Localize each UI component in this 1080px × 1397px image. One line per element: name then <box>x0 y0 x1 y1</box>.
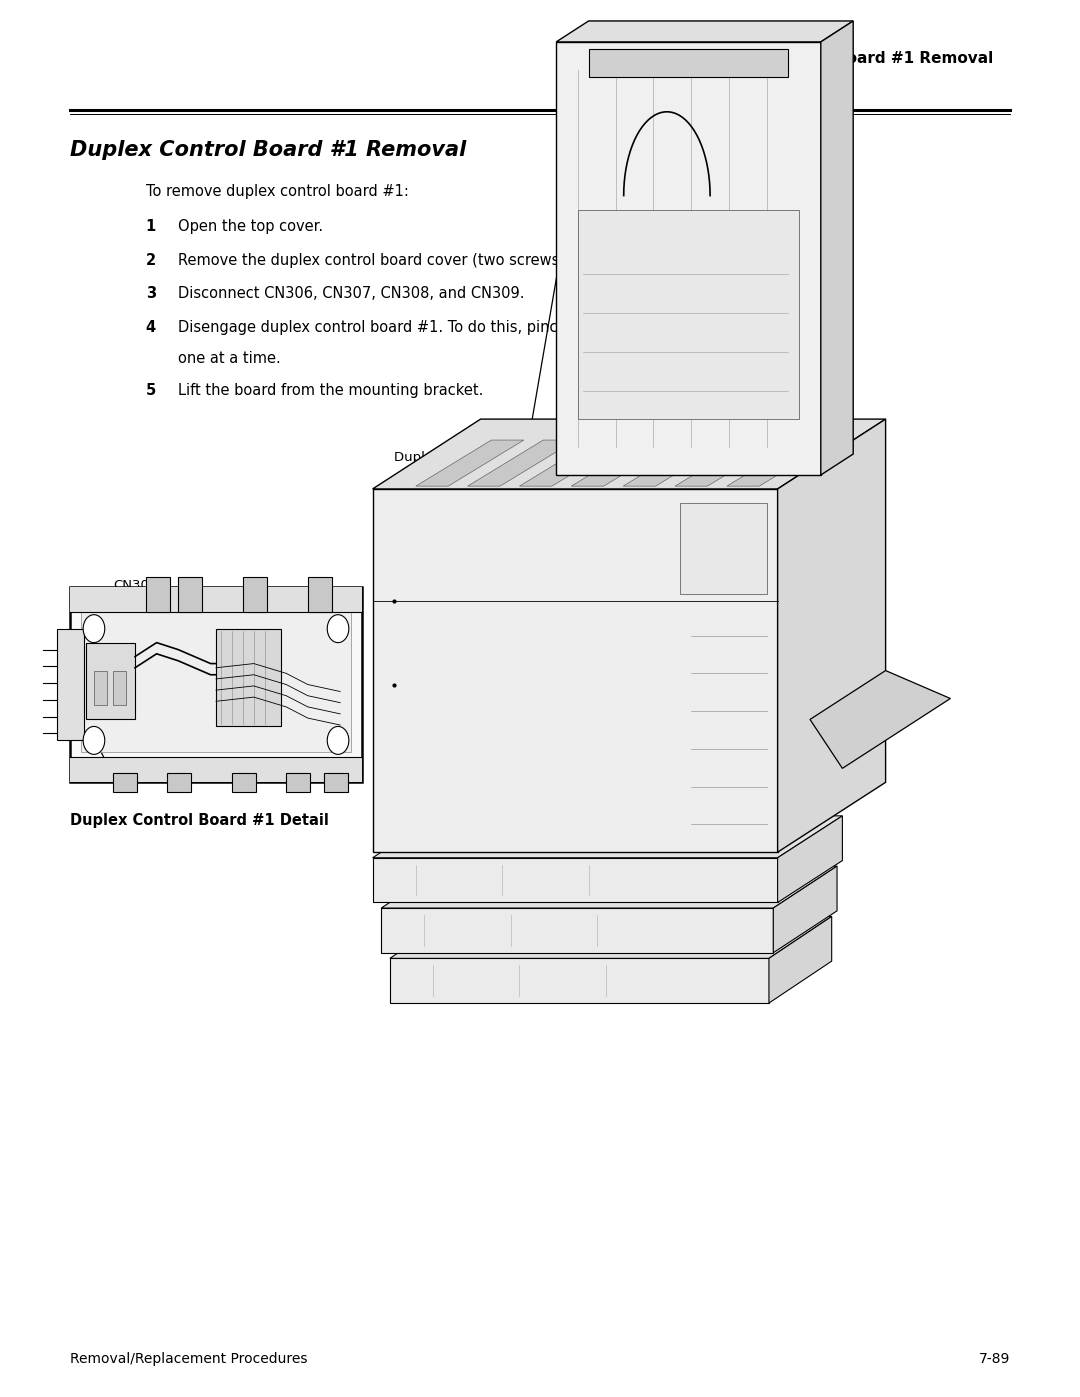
Text: 2: 2 <box>146 253 156 268</box>
Bar <box>216 629 281 726</box>
Text: 4: 4 <box>146 320 156 335</box>
Bar <box>113 773 137 792</box>
Text: 1: 1 <box>146 219 156 235</box>
Polygon shape <box>468 440 576 486</box>
Polygon shape <box>769 916 832 1003</box>
Text: CN306: CN306 <box>235 605 280 617</box>
Bar <box>81 612 351 752</box>
Polygon shape <box>390 916 832 958</box>
Text: Removal/Replacement Procedures: Removal/Replacement Procedures <box>70 1352 308 1366</box>
Bar <box>243 577 267 612</box>
Text: Disconnect CN306, CN307, CN308, and CN309.: Disconnect CN306, CN307, CN308, and CN30… <box>178 286 525 302</box>
Bar <box>70 587 362 782</box>
Text: 7-89: 7-89 <box>978 1352 1010 1366</box>
Bar <box>232 773 256 792</box>
Text: Duplex Control Board #1 Detail: Duplex Control Board #1 Detail <box>70 813 329 828</box>
Text: Duplex Control Board #1 Removal: Duplex Control Board #1 Removal <box>702 50 994 66</box>
Polygon shape <box>381 908 773 953</box>
Polygon shape <box>778 419 886 852</box>
Text: CN307: CN307 <box>259 647 303 659</box>
Polygon shape <box>727 440 835 486</box>
Polygon shape <box>773 866 837 953</box>
Bar <box>286 773 310 792</box>
Polygon shape <box>519 440 627 486</box>
Text: Lift the board from the mounting bracket.: Lift the board from the mounting bracket… <box>178 383 484 398</box>
Text: 3: 3 <box>146 286 156 302</box>
Polygon shape <box>373 816 842 858</box>
Circle shape <box>83 726 105 754</box>
Bar <box>308 577 332 612</box>
Text: Duplex Control Board Cover: Duplex Control Board Cover <box>394 451 580 464</box>
Bar <box>70 757 362 782</box>
Polygon shape <box>390 958 769 1003</box>
Text: Remove the duplex control board cover (two screws).: Remove the duplex control board cover (t… <box>178 253 570 268</box>
Polygon shape <box>821 21 853 475</box>
Bar <box>578 210 799 419</box>
Bar <box>589 49 788 77</box>
Polygon shape <box>675 440 783 486</box>
Text: Disengage duplex control board #1. To do this, pinch the four standoffs on the b: Disengage duplex control board #1. To do… <box>178 320 801 335</box>
Text: Open the top cover.: Open the top cover. <box>178 219 323 235</box>
Circle shape <box>83 615 105 643</box>
Bar <box>57 629 84 740</box>
Bar <box>94 671 107 705</box>
Text: CN308: CN308 <box>113 580 158 592</box>
Bar <box>113 671 126 705</box>
Bar <box>86 643 135 719</box>
Text: CN309: CN309 <box>167 605 212 617</box>
Bar <box>324 773 348 792</box>
Bar <box>178 577 202 612</box>
Text: 5: 5 <box>146 383 156 398</box>
Polygon shape <box>373 858 778 902</box>
Circle shape <box>327 726 349 754</box>
Bar <box>146 577 170 612</box>
Bar <box>167 773 191 792</box>
Polygon shape <box>373 489 778 852</box>
Polygon shape <box>571 440 679 486</box>
Polygon shape <box>623 440 731 486</box>
Bar <box>680 503 767 594</box>
Polygon shape <box>556 42 821 475</box>
Polygon shape <box>556 21 853 42</box>
Polygon shape <box>373 419 886 489</box>
Polygon shape <box>778 816 842 902</box>
Polygon shape <box>416 440 524 486</box>
Text: one at a time.: one at a time. <box>178 351 281 366</box>
Circle shape <box>327 615 349 643</box>
Text: Duplex Control Board #1 Removal: Duplex Control Board #1 Removal <box>70 140 467 159</box>
Polygon shape <box>381 866 837 908</box>
Polygon shape <box>810 671 950 768</box>
Bar <box>70 587 362 612</box>
Text: Standoffs: Standoffs <box>70 761 134 774</box>
Text: To remove duplex control board #1:: To remove duplex control board #1: <box>146 184 408 200</box>
